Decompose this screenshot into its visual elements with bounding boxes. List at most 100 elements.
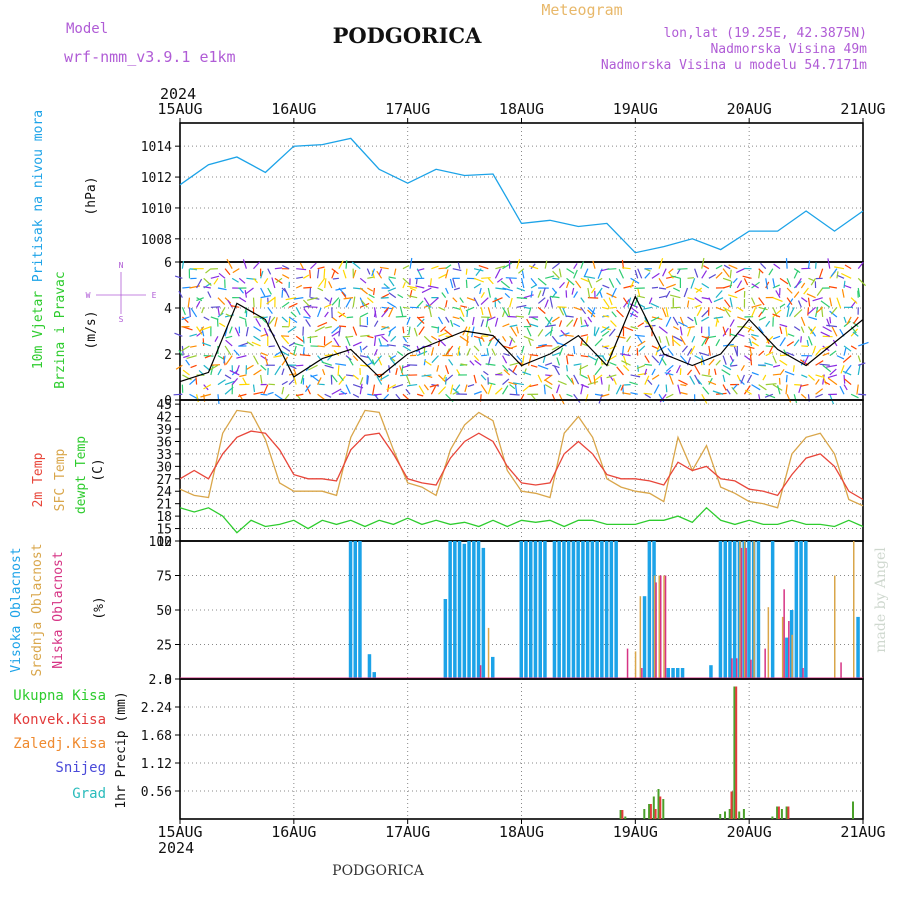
wind-arrow	[352, 341, 362, 347]
wind-arrow	[418, 385, 425, 395]
wind-arrow	[252, 355, 259, 365]
y-tick-label: 2	[164, 348, 172, 363]
cloud-bar	[753, 541, 755, 679]
cloud-bar	[770, 541, 775, 679]
wind-arrow	[514, 384, 518, 395]
wind-arrow	[244, 320, 247, 327]
wind-arrow	[516, 355, 523, 363]
wind-arrow	[530, 263, 536, 270]
wind-arrow	[217, 355, 225, 360]
wind-arrow	[388, 292, 397, 299]
wind-arrow	[526, 318, 532, 327]
wind-arrow	[647, 379, 653, 385]
wind-arrow	[263, 327, 269, 337]
wind-arrow	[622, 297, 629, 305]
wind-arrow	[587, 309, 596, 318]
wind-arrow	[701, 309, 710, 318]
cloud-bar	[491, 656, 495, 679]
wind-arrow	[665, 364, 674, 372]
wind-arrow	[575, 280, 582, 289]
wind-arrow	[697, 379, 703, 385]
wind-arrow	[594, 327, 600, 337]
wind-arrow	[438, 273, 448, 279]
wind-arrow	[737, 316, 746, 321]
wind-arrow	[281, 289, 284, 298]
wind-arrow	[810, 328, 817, 337]
wind-arrow	[345, 374, 354, 377]
cloud-bar	[600, 541, 604, 679]
wind-arrow	[565, 355, 569, 365]
wind-arrow	[367, 287, 374, 292]
wind-arrow	[829, 310, 838, 318]
wind-arrow	[452, 306, 461, 310]
wind-arrow	[857, 287, 861, 297]
wind-arrow	[551, 316, 560, 323]
wind-arrow	[552, 352, 561, 357]
wind-arrow	[843, 384, 848, 391]
wind-arrow	[307, 297, 318, 301]
wind-arrow	[196, 278, 203, 289]
wind-arrow	[537, 364, 549, 370]
wind-arrow	[288, 379, 295, 386]
wind-arrow	[416, 393, 424, 397]
wind-arrow	[359, 287, 368, 295]
cloud-bar	[609, 541, 614, 679]
wind-arrow	[602, 315, 610, 318]
wind-arrow	[521, 270, 525, 279]
wind-arrow	[827, 258, 831, 269]
wind-arrow	[765, 351, 774, 357]
wind-arrow	[457, 262, 461, 269]
wind-arrow	[381, 335, 389, 343]
wind-arrow	[187, 297, 191, 308]
y-tick-label: 0.56	[141, 785, 172, 800]
wind-arrow	[857, 261, 864, 270]
wind-arrow	[452, 388, 461, 395]
wind-arrow	[573, 393, 581, 404]
wind-arrow	[687, 297, 695, 301]
wind-arrow	[281, 386, 285, 395]
wind-arrow	[844, 284, 852, 289]
wind-arrow	[260, 364, 267, 371]
wind-arrow	[208, 364, 219, 372]
wind-arrow	[611, 287, 617, 298]
wind-arrow	[551, 287, 558, 294]
wind-arrow	[486, 348, 489, 356]
wind-arrow	[579, 364, 589, 371]
wind-arrow	[644, 393, 652, 399]
wind-arrow	[377, 356, 383, 366]
wind-arrow	[743, 278, 749, 286]
wind-arrow	[689, 345, 696, 355]
wind-arrow	[178, 349, 183, 356]
wind-arrow	[509, 384, 516, 390]
wind-arrow	[751, 281, 760, 289]
wind-arrow	[308, 364, 318, 371]
wind-arrow	[643, 306, 653, 310]
wind-arrow	[786, 297, 793, 306]
pressure-label: Pritisak na nivou mora	[31, 110, 46, 282]
wind-arrow	[530, 277, 538, 286]
wind-arrow	[516, 287, 525, 292]
wind-arrow	[658, 295, 667, 299]
wind-arrow	[430, 385, 437, 395]
wind-arrow	[665, 336, 670, 346]
wind-arrow	[708, 335, 717, 339]
wind-arrow	[800, 359, 805, 366]
cloud-bar	[834, 575, 836, 679]
cloud-bar	[533, 541, 538, 679]
wind-arrow	[245, 287, 254, 295]
wind-arrow	[274, 393, 283, 400]
wind-arrow	[800, 282, 806, 289]
year-label-bottom: 2024	[158, 839, 194, 857]
wind-arrow	[722, 326, 727, 336]
wind-arrow	[679, 335, 686, 346]
wind-arrow	[495, 287, 507, 291]
wind-arrow	[768, 345, 774, 354]
wind-arrow	[587, 287, 591, 298]
wind-arrow	[252, 297, 255, 308]
wind-arrow	[472, 316, 475, 326]
y-tick-label: 1.68	[141, 729, 172, 744]
wind-arrow	[509, 297, 513, 308]
wind-arrow	[195, 377, 198, 385]
model-name: wrf-nmm_v3.9.1 e1km	[64, 48, 236, 66]
wind-arrow	[174, 332, 183, 337]
